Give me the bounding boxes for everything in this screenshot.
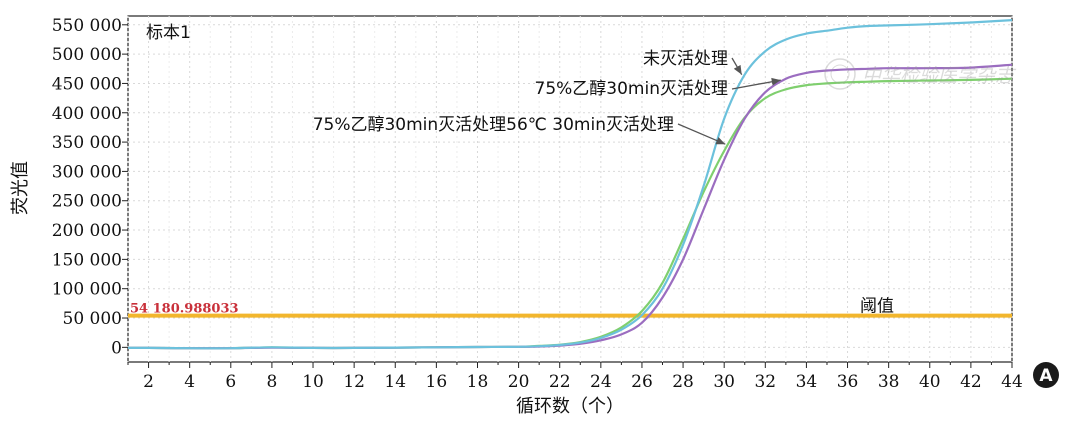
x-tick-label: 42 (960, 372, 982, 392)
x-tick-label: 44 (1001, 372, 1023, 392)
x-tick-label: 26 (631, 372, 653, 392)
x-tick-label: 16 (426, 372, 448, 392)
x-axis-title: 循环数（个） (516, 396, 624, 417)
panel-label: A (1039, 366, 1053, 386)
y-tick-label: 400 000 (52, 104, 122, 124)
y-tick-label: 50 000 (63, 309, 122, 329)
x-tick-label: 4 (184, 372, 195, 392)
y-tick-label: 150 000 (52, 250, 122, 270)
y-tick-label: 500 000 (52, 45, 122, 65)
y-tick-label: 450 000 (52, 74, 122, 94)
y-tick-label: 100 000 (52, 280, 122, 300)
series-arrow-untreated (731, 57, 743, 75)
y-axis-title: 荧光值 (10, 161, 31, 215)
journal-watermark-logo: 中华检验医学杂志 (824, 58, 1017, 90)
sample-label: 标本1 (146, 23, 191, 43)
series-arrow-ethanol-heat (677, 123, 726, 145)
x-tick-label: 10 (302, 372, 324, 392)
x-axis: 2 4 6 8 10 12 14 16 18 20 22 24 26 28 30 32 34 36 38 40 42 44 (127, 362, 1023, 392)
x-tick-label: 20 (508, 372, 530, 392)
x-tick-label: 30 (713, 372, 735, 392)
y-tick-label: 300 000 (52, 162, 122, 182)
x-tick-label: 22 (549, 372, 571, 392)
x-tick-label: 28 (672, 372, 694, 392)
series-label-untreated: 未灭活处理 (643, 49, 728, 69)
series-line-untreated (128, 19, 1013, 350)
grid (127, 16, 1013, 362)
x-tick-label: 38 (878, 372, 900, 392)
watermark-text: 中华检验医学杂志 (862, 65, 1017, 87)
y-tick-label: 550 000 (52, 16, 122, 36)
series-label-ethanol: 75%乙醇30min灭活处理 (535, 79, 728, 99)
y-tick-label: 200 000 (52, 221, 122, 241)
y-tick-label: 350 000 (52, 133, 122, 153)
x-tick-label: 24 (590, 372, 612, 392)
threshold-label: 阈值 (860, 297, 894, 317)
y-tick-label: 250 000 (52, 192, 122, 212)
series-arrow-ethanol (731, 77, 781, 90)
y-tick-label: 0 (111, 338, 122, 358)
x-tick-label: 36 (837, 372, 859, 392)
x-tick-label: 32 (754, 372, 776, 392)
x-tick-label: 2 (143, 372, 154, 392)
series-layer (128, 19, 1013, 350)
x-tick-label: 8 (266, 372, 277, 392)
x-tick-label: 14 (384, 372, 406, 392)
x-tick-label: 6 (225, 372, 236, 392)
x-tick-label: 18 (467, 372, 489, 392)
series-label-ethanol-heat: 75%乙醇30min灭活处理56℃ 30min灭活处理 (313, 115, 674, 135)
panel-badge: A (1033, 362, 1059, 388)
x-tick-label: 12 (343, 372, 365, 392)
threshold-value-label: 54 180.988033 (130, 302, 239, 317)
plot-area (127, 15, 1013, 363)
x-tick-label: 40 (919, 372, 941, 392)
y-axis: 550 000 500 000 450 000 400 000 350 000 300 0… (52, 16, 128, 358)
x-tick-label: 34 (796, 372, 818, 392)
